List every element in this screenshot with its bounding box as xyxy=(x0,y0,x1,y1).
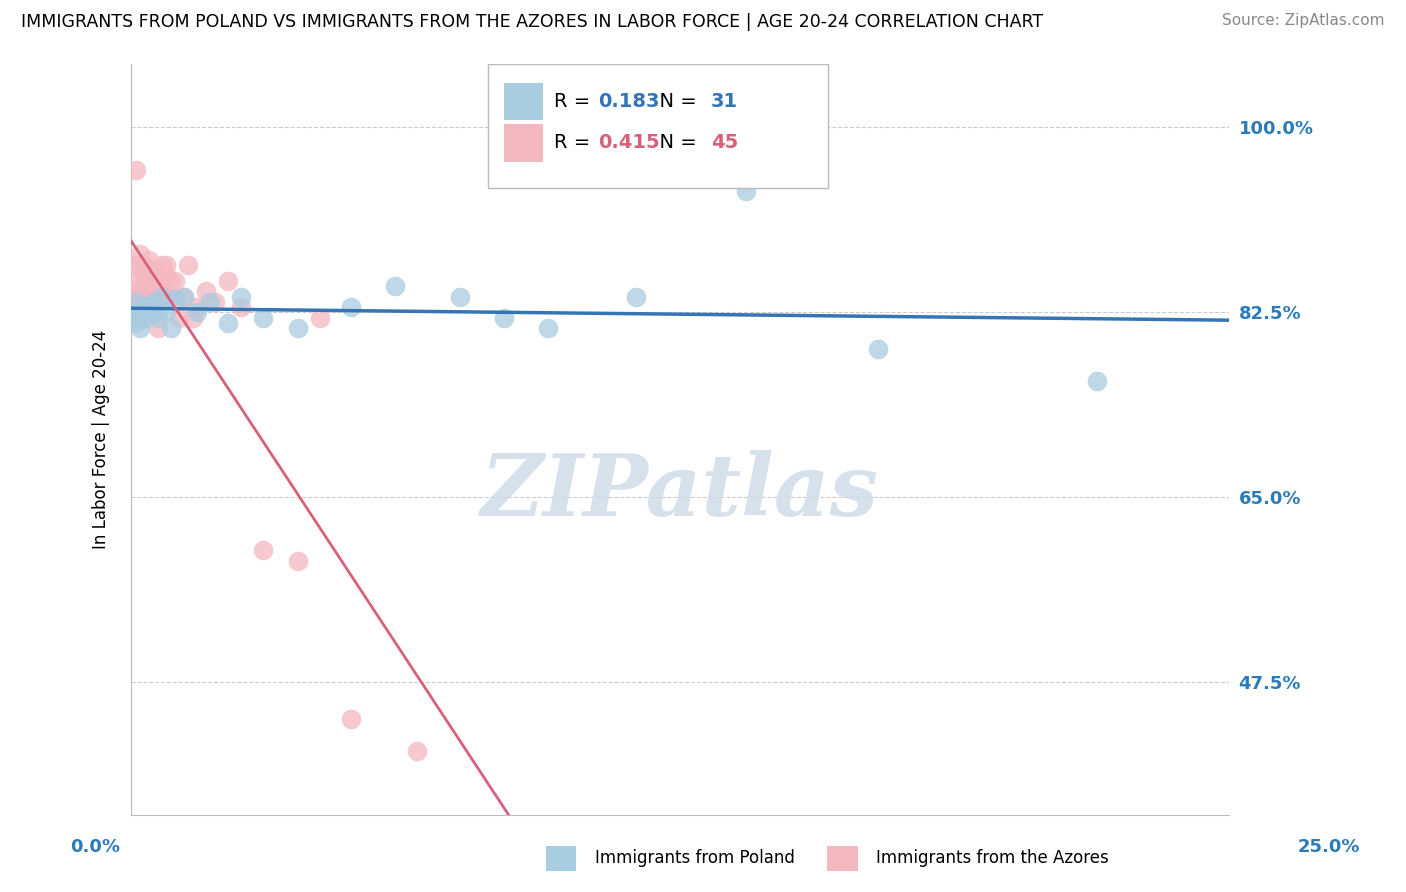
Point xyxy=(129,321,152,335)
Point xyxy=(165,292,187,306)
Point xyxy=(339,300,361,314)
Point xyxy=(129,247,152,261)
Point xyxy=(124,258,146,272)
Point xyxy=(450,290,472,304)
Point xyxy=(252,543,274,558)
Point xyxy=(735,184,758,198)
Point xyxy=(177,258,200,272)
Point xyxy=(252,310,274,325)
Point xyxy=(309,310,332,325)
Point xyxy=(229,290,252,304)
Point xyxy=(405,744,427,758)
Text: 0.0%: 0.0% xyxy=(70,838,121,856)
Point xyxy=(217,316,239,330)
Point xyxy=(142,274,165,288)
Text: R =: R = xyxy=(554,92,596,112)
Text: N =: N = xyxy=(647,92,703,112)
Point xyxy=(129,310,152,325)
Point xyxy=(155,290,177,304)
Y-axis label: In Labor Force | Age 20-24: In Labor Force | Age 20-24 xyxy=(93,330,110,549)
Text: R =: R = xyxy=(554,134,596,153)
Point xyxy=(142,305,165,319)
Point xyxy=(384,279,406,293)
Text: 25.0%: 25.0% xyxy=(1298,838,1360,856)
Point xyxy=(129,305,152,319)
Point xyxy=(165,274,187,288)
Point xyxy=(155,305,177,319)
Point xyxy=(142,285,165,299)
Point xyxy=(138,268,160,283)
Point xyxy=(138,279,160,293)
Point xyxy=(146,274,169,288)
Text: Source: ZipAtlas.com: Source: ZipAtlas.com xyxy=(1222,13,1385,29)
Text: Immigrants from the Azores: Immigrants from the Azores xyxy=(876,849,1109,867)
Point xyxy=(186,300,208,314)
Point xyxy=(134,310,156,325)
Point xyxy=(150,290,173,304)
Point xyxy=(155,268,177,283)
Point xyxy=(124,310,146,325)
Point xyxy=(150,274,173,288)
FancyBboxPatch shape xyxy=(488,64,828,188)
Point xyxy=(124,162,146,177)
Text: N =: N = xyxy=(647,134,703,153)
Point xyxy=(169,310,191,325)
Point xyxy=(146,290,169,304)
Point xyxy=(217,274,239,288)
Point xyxy=(159,290,181,304)
Point xyxy=(124,294,146,309)
Point xyxy=(186,305,208,319)
Point xyxy=(129,290,152,304)
Point xyxy=(494,310,516,325)
Point xyxy=(124,305,146,319)
Point xyxy=(134,258,156,272)
Point xyxy=(1085,374,1108,388)
Point xyxy=(159,274,181,288)
Point xyxy=(173,290,195,304)
Point xyxy=(194,285,217,299)
Point xyxy=(134,274,156,288)
Point xyxy=(287,554,309,568)
Point xyxy=(155,258,177,272)
Text: Immigrants from Poland: Immigrants from Poland xyxy=(595,849,794,867)
Point xyxy=(142,294,165,309)
Point xyxy=(124,285,146,299)
Point xyxy=(124,274,146,288)
Point xyxy=(138,300,160,314)
Text: IMMIGRANTS FROM POLAND VS IMMIGRANTS FROM THE AZORES IN LABOR FORCE | AGE 20-24 : IMMIGRANTS FROM POLAND VS IMMIGRANTS FRO… xyxy=(21,13,1043,31)
Point xyxy=(204,294,226,309)
Point xyxy=(134,285,156,299)
Point xyxy=(142,263,165,277)
Point xyxy=(200,294,222,309)
Point xyxy=(146,321,169,335)
Point xyxy=(129,294,152,309)
Point xyxy=(124,316,146,330)
Text: 45: 45 xyxy=(711,134,738,153)
Point xyxy=(624,290,647,304)
FancyBboxPatch shape xyxy=(505,83,543,120)
Point xyxy=(229,300,252,314)
Point xyxy=(150,258,173,272)
Point xyxy=(134,300,156,314)
Point xyxy=(181,310,204,325)
Point xyxy=(173,290,195,304)
Point xyxy=(138,252,160,267)
Point xyxy=(866,343,889,357)
Point xyxy=(134,268,156,283)
Point xyxy=(129,258,152,272)
Point xyxy=(537,321,560,335)
Point xyxy=(339,713,361,727)
Text: ZIPatlas: ZIPatlas xyxy=(481,450,879,533)
Text: 0.183: 0.183 xyxy=(598,92,659,112)
Point xyxy=(159,321,181,335)
Text: 0.415: 0.415 xyxy=(598,134,659,153)
Text: 31: 31 xyxy=(711,92,738,112)
FancyBboxPatch shape xyxy=(505,124,543,161)
Point xyxy=(287,321,309,335)
Point xyxy=(146,310,169,325)
